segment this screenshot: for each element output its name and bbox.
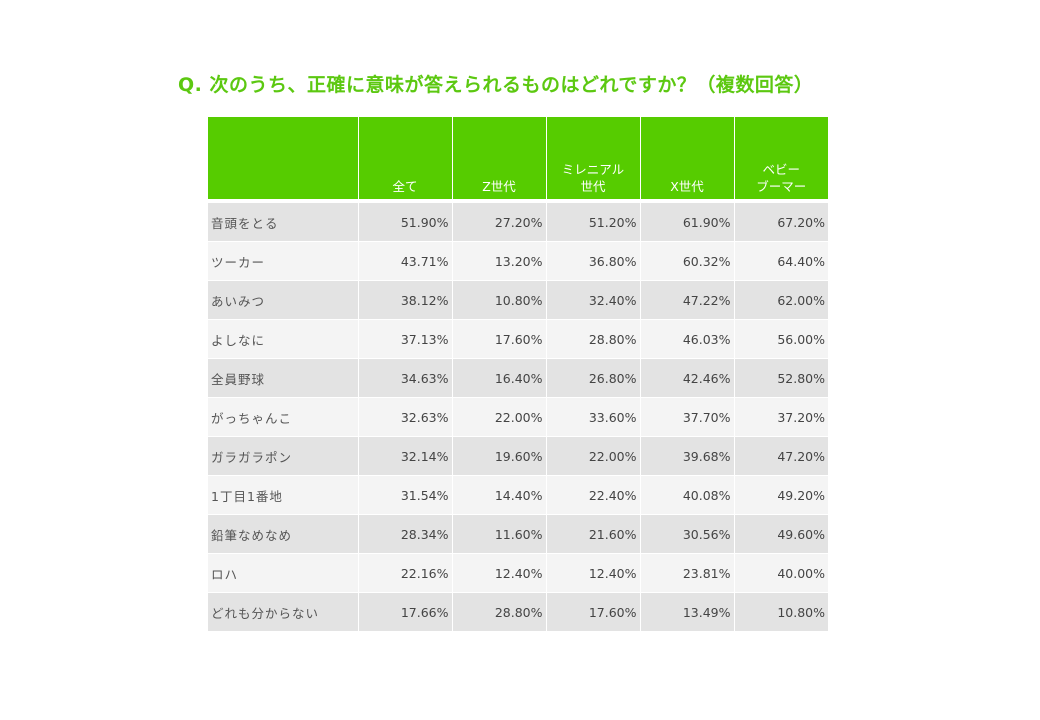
value-cell-all: 43.71%: [358, 241, 453, 281]
value-cell-gen-z: 28.80%: [452, 592, 547, 632]
header-cell-all: 全て: [358, 117, 453, 199]
table-row: 1丁目1番地 31.54% 14.40% 22.40% 40.08% 49.20%: [208, 475, 828, 515]
value-cell-baby-boomer: 37.20%: [734, 397, 828, 437]
value-cell-gen-x: 60.32%: [640, 241, 735, 281]
header-cell-label: [208, 117, 359, 199]
value-cell-millennial: 32.40%: [546, 280, 641, 320]
value-cell-gen-x: 30.56%: [640, 514, 735, 554]
table-row: ツーカー 43.71% 13.20% 36.80% 60.32% 64.40%: [208, 241, 828, 281]
value-cell-millennial: 21.60%: [546, 514, 641, 554]
value-cell-gen-z: 12.40%: [452, 553, 547, 593]
value-cell-millennial: 17.60%: [546, 592, 641, 632]
row-label: あいみつ: [208, 280, 359, 320]
value-cell-all: 34.63%: [358, 358, 453, 398]
table-row: よしなに 37.13% 17.60% 28.80% 46.03% 56.00%: [208, 319, 828, 359]
value-cell-gen-z: 27.20%: [452, 203, 547, 242]
table-header-row: 全て Z世代 ミレニアル 世代 X世代 ベビー ブーマー: [208, 117, 828, 199]
value-cell-gen-x: 42.46%: [640, 358, 735, 398]
value-cell-millennial: 51.20%: [546, 203, 641, 242]
value-cell-millennial: 26.80%: [546, 358, 641, 398]
value-cell-baby-boomer: 64.40%: [734, 241, 828, 281]
value-cell-millennial: 12.40%: [546, 553, 641, 593]
value-cell-gen-x: 47.22%: [640, 280, 735, 320]
row-label: ガラガラポン: [208, 436, 359, 476]
value-cell-baby-boomer: 49.60%: [734, 514, 828, 554]
table-row: ロハ 22.16% 12.40% 12.40% 23.81% 40.00%: [208, 553, 828, 593]
value-cell-millennial: 22.40%: [546, 475, 641, 515]
value-cell-gen-x: 13.49%: [640, 592, 735, 632]
value-cell-all: 32.63%: [358, 397, 453, 437]
value-cell-gen-z: 13.20%: [452, 241, 547, 281]
value-cell-gen-x: 46.03%: [640, 319, 735, 359]
page-title: Q. 次のうち、正確に意味が答えられるものはどれですか？（複数回答）: [178, 74, 814, 96]
survey-results-table: 全て Z世代 ミレニアル 世代 X世代 ベビー ブーマー 音頭をとる 51.90%…: [208, 117, 828, 632]
value-cell-baby-boomer: 47.20%: [734, 436, 828, 476]
table-row: がっちゃんこ 32.63% 22.00% 33.60% 37.70% 37.20%: [208, 397, 828, 437]
value-cell-all: 17.66%: [358, 592, 453, 632]
value-cell-all: 28.34%: [358, 514, 453, 554]
row-label: よしなに: [208, 319, 359, 359]
row-label: 音頭をとる: [208, 203, 359, 242]
value-cell-all: 22.16%: [358, 553, 453, 593]
table-row: あいみつ 38.12% 10.80% 32.40% 47.22% 62.00%: [208, 280, 828, 320]
table-row: 音頭をとる 51.90% 27.20% 51.20% 61.90% 67.20%: [208, 203, 828, 242]
row-label: ロハ: [208, 553, 359, 593]
table-row: どれも分からない 17.66% 28.80% 17.60% 13.49% 10.80%: [208, 592, 828, 632]
value-cell-gen-z: 19.60%: [452, 436, 547, 476]
header-cell-gen-z: Z世代: [452, 117, 547, 199]
value-cell-gen-z: 22.00%: [452, 397, 547, 437]
value-cell-baby-boomer: 40.00%: [734, 553, 828, 593]
value-cell-baby-boomer: 49.20%: [734, 475, 828, 515]
value-cell-gen-x: 40.08%: [640, 475, 735, 515]
value-cell-gen-x: 39.68%: [640, 436, 735, 476]
value-cell-all: 38.12%: [358, 280, 453, 320]
value-cell-millennial: 36.80%: [546, 241, 641, 281]
value-cell-millennial: 28.80%: [546, 319, 641, 359]
row-label: どれも分からない: [208, 592, 359, 632]
table-body: 音頭をとる 51.90% 27.20% 51.20% 61.90% 67.20% ツーカー 4…: [208, 203, 828, 632]
value-cell-gen-z: 10.80%: [452, 280, 547, 320]
value-cell-all: 37.13%: [358, 319, 453, 359]
value-cell-baby-boomer: 67.20%: [734, 203, 828, 242]
value-cell-all: 32.14%: [358, 436, 453, 476]
row-label: ツーカー: [208, 241, 359, 281]
row-label: 全員野球: [208, 358, 359, 398]
row-label: 鉛筆なめなめ: [208, 514, 359, 554]
value-cell-all: 31.54%: [358, 475, 453, 515]
value-cell-baby-boomer: 62.00%: [734, 280, 828, 320]
value-cell-baby-boomer: 56.00%: [734, 319, 828, 359]
value-cell-baby-boomer: 52.80%: [734, 358, 828, 398]
table-row: ガラガラポン 32.14% 19.60% 22.00% 39.68% 47.20%: [208, 436, 828, 476]
value-cell-gen-x: 23.81%: [640, 553, 735, 593]
value-cell-gen-z: 14.40%: [452, 475, 547, 515]
value-cell-millennial: 33.60%: [546, 397, 641, 437]
value-cell-millennial: 22.00%: [546, 436, 641, 476]
header-spacer: [208, 199, 828, 203]
value-cell-gen-x: 37.70%: [640, 397, 735, 437]
header-cell-gen-x: X世代: [640, 117, 735, 199]
value-cell-all: 51.90%: [358, 203, 453, 242]
value-cell-gen-z: 16.40%: [452, 358, 547, 398]
table-row: 全員野球 34.63% 16.40% 26.80% 42.46% 52.80%: [208, 358, 828, 398]
value-cell-gen-z: 17.60%: [452, 319, 547, 359]
row-label: 1丁目1番地: [208, 475, 359, 515]
value-cell-baby-boomer: 10.80%: [734, 592, 828, 632]
table-row: 鉛筆なめなめ 28.34% 11.60% 21.60% 30.56% 49.60%: [208, 514, 828, 554]
header-cell-baby-boomer: ベビー ブーマー: [734, 117, 828, 199]
value-cell-gen-z: 11.60%: [452, 514, 547, 554]
row-label: がっちゃんこ: [208, 397, 359, 437]
header-cell-millennial: ミレニアル 世代: [546, 117, 641, 199]
value-cell-gen-x: 61.90%: [640, 203, 735, 242]
